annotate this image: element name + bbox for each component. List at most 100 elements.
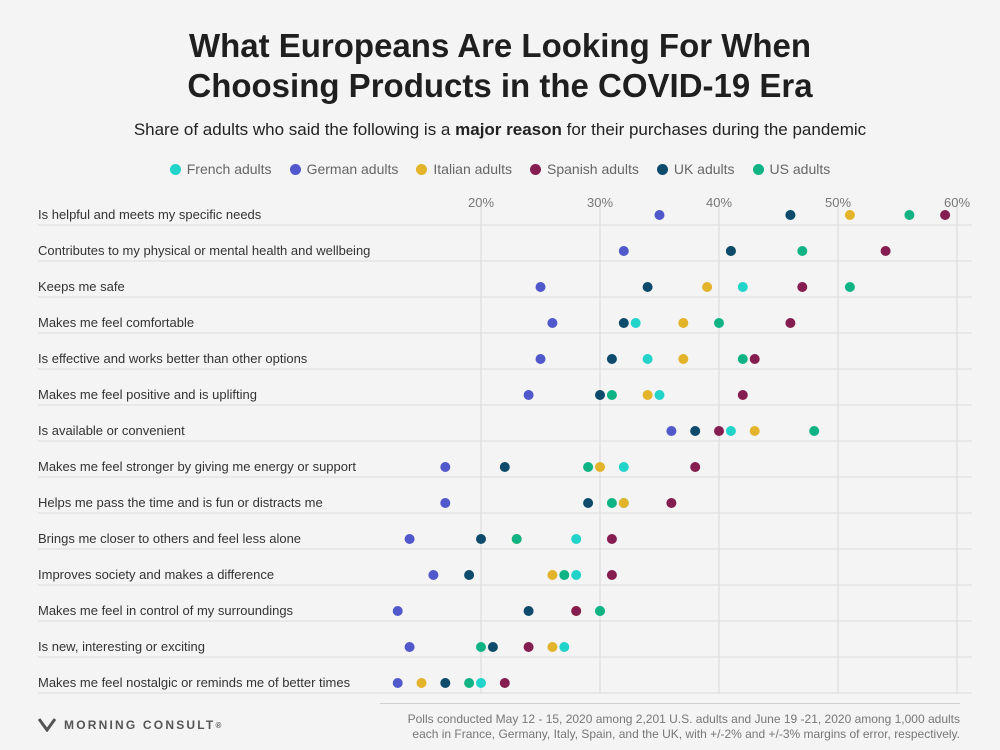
dot-4-11 bbox=[523, 606, 534, 616]
dot-3-6 bbox=[714, 426, 724, 436]
footer-divider bbox=[380, 703, 960, 704]
x-tick-label-4: 60% bbox=[944, 195, 970, 210]
category-label-4: Is effective and works better than other… bbox=[38, 351, 308, 366]
legend-label-2: Italian adults bbox=[433, 161, 512, 177]
dot-3-4 bbox=[749, 354, 760, 364]
dot-5-6 bbox=[809, 426, 820, 436]
dot-5-7 bbox=[583, 462, 594, 472]
category-label-8: Helps me pass the time and is fun or dis… bbox=[38, 495, 323, 510]
dot-1-1 bbox=[618, 246, 629, 256]
dot-3-1 bbox=[880, 246, 891, 256]
category-label-7: Makes me feel stronger by giving me ener… bbox=[38, 459, 356, 474]
dot-2-12 bbox=[547, 642, 558, 652]
dot-5-12 bbox=[476, 642, 486, 652]
dot-1-4 bbox=[535, 354, 546, 364]
chart-title: What Europeans Are Looking For When Choo… bbox=[0, 26, 1000, 106]
dot-4-7 bbox=[499, 462, 510, 472]
category-label-10: Improves society and makes a difference bbox=[38, 567, 274, 582]
dot-4-3 bbox=[618, 318, 629, 328]
chart-title-line-2: Choosing Products in the COVID-19 Era bbox=[187, 67, 813, 104]
legend-item-0: French adults bbox=[169, 161, 272, 177]
dot-4-13 bbox=[440, 678, 451, 688]
dot-5-0 bbox=[904, 210, 915, 220]
dot-1-6 bbox=[666, 426, 677, 436]
legend-item-3: Spanish adults bbox=[530, 161, 639, 177]
chart-legend: French adults German adults Italian adults… bbox=[0, 161, 1000, 177]
dot-3-11 bbox=[571, 606, 582, 616]
legend-item-4: UK adults bbox=[656, 161, 735, 177]
dot-4-0 bbox=[785, 210, 796, 220]
category-label-9: Brings me closer to others and feel less… bbox=[38, 531, 301, 546]
dot-1-2 bbox=[535, 282, 546, 292]
dot-1-8 bbox=[440, 498, 451, 508]
dot-5-13 bbox=[464, 678, 475, 688]
legend-label-4: UK adults bbox=[673, 161, 735, 177]
dot-2-6 bbox=[749, 426, 760, 436]
source-note-line-1: Polls conducted May 12 - 15, 2020 among … bbox=[407, 712, 960, 726]
dot-0-3 bbox=[630, 318, 641, 328]
dot-1-3 bbox=[547, 318, 558, 328]
dot-3-10 bbox=[606, 570, 617, 580]
dot-0-5 bbox=[654, 390, 665, 400]
dot-3-2 bbox=[797, 282, 808, 292]
dot-4-9 bbox=[476, 534, 486, 544]
dot-1-12 bbox=[404, 642, 415, 652]
dot-1-13 bbox=[392, 678, 403, 688]
legend-label-3: Spanish adults bbox=[547, 161, 639, 177]
category-label-6: Is available or convenient bbox=[38, 423, 185, 438]
legend-swatch-2 bbox=[416, 163, 428, 175]
dot-2-5 bbox=[642, 390, 653, 400]
x-tick-label-2: 40% bbox=[706, 195, 732, 210]
dot-4-5 bbox=[595, 390, 605, 400]
dot-0-12 bbox=[559, 642, 570, 652]
dot-3-9 bbox=[606, 534, 617, 544]
dot-4-10 bbox=[464, 570, 475, 580]
dot-4-12 bbox=[487, 642, 498, 652]
category-label-5: Makes me feel positive and is uplifting bbox=[38, 387, 257, 402]
legend-item-2: Italian adults bbox=[416, 161, 512, 177]
dot-2-0 bbox=[844, 210, 855, 220]
dot-3-8 bbox=[666, 498, 677, 508]
legend-swatch-0 bbox=[169, 163, 181, 175]
x-tick-label-1: 30% bbox=[587, 195, 613, 210]
legend-swatch-5 bbox=[752, 163, 764, 175]
dot-2-3 bbox=[678, 318, 689, 328]
dot-0-7 bbox=[618, 462, 629, 472]
dot-4-8 bbox=[583, 498, 594, 508]
dot-3-5 bbox=[737, 390, 748, 400]
brand-name: MORNING CONSULT bbox=[64, 718, 216, 732]
dot-4-6 bbox=[690, 426, 701, 436]
dot-4-2 bbox=[642, 282, 653, 292]
subtitle-post: for their purchases during the pandemic bbox=[561, 120, 867, 139]
category-label-2: Keeps me safe bbox=[38, 279, 125, 294]
dot-3-0 bbox=[940, 210, 951, 220]
legend-label-1: German adults bbox=[306, 161, 399, 177]
dot-4-4 bbox=[606, 354, 617, 364]
category-label-1: Contributes to my physical or mental hea… bbox=[38, 243, 370, 258]
dot-5-11 bbox=[595, 606, 605, 616]
category-label-3: Makes me feel comfortable bbox=[38, 315, 194, 330]
legend-swatch-3 bbox=[530, 163, 541, 175]
subtitle-bold: major reason bbox=[455, 120, 562, 139]
dot-1-10 bbox=[428, 570, 439, 580]
chart-title-line-1: What Europeans Are Looking For When bbox=[188, 27, 812, 64]
morning-consult-logo-icon bbox=[38, 718, 56, 732]
dot-2-7 bbox=[595, 462, 605, 472]
category-label-12: Is new, interesting or exciting bbox=[38, 639, 205, 654]
dot-3-12 bbox=[523, 642, 534, 652]
dot-5-2 bbox=[844, 282, 855, 292]
dot-4-1 bbox=[725, 246, 736, 256]
dot-2-13 bbox=[416, 678, 427, 688]
legend-item-5: US adults bbox=[752, 161, 830, 177]
legend-label-0: French adults bbox=[186, 161, 272, 177]
dot-3-7 bbox=[690, 462, 701, 472]
dot-0-10 bbox=[571, 570, 582, 580]
x-tick-label-0: 20% bbox=[468, 195, 494, 210]
brand-mark: ® bbox=[215, 720, 222, 730]
source-note-line-2: each in France, Germany, Italy, Spain, a… bbox=[412, 727, 960, 741]
category-label-0: Is helpful and meets my specific needs bbox=[38, 207, 262, 222]
x-tick-label-3: 50% bbox=[825, 195, 851, 210]
chart-subtitle: Share of adults who said the following i… bbox=[0, 120, 1000, 140]
dot-1-0 bbox=[654, 210, 665, 220]
dot-1-11 bbox=[392, 606, 403, 616]
